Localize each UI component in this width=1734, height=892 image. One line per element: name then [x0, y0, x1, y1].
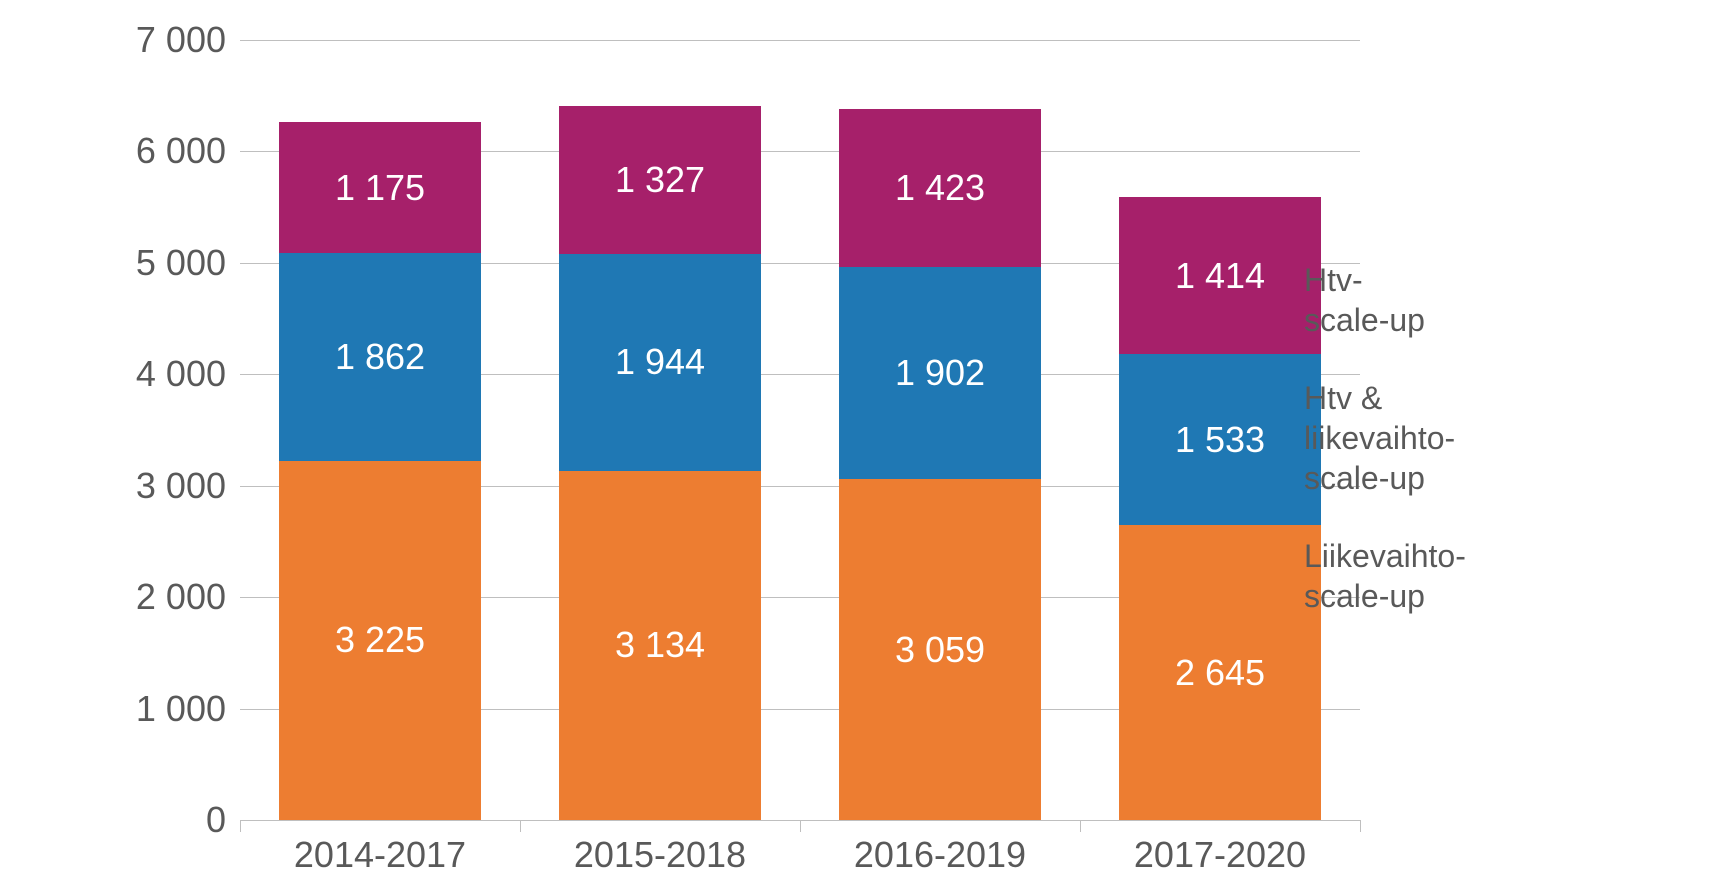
bar-seg-htv_liikevaihto: 1 862	[279, 253, 481, 460]
bar-value-label: 3 059	[895, 629, 985, 671]
bar-seg-liikevaihto: 3 225	[279, 461, 481, 820]
y-tick-label: 4 000	[136, 353, 240, 395]
x-tick-label: 2014-2017	[294, 820, 466, 876]
x-tick-mark	[1360, 820, 1361, 832]
bar-value-label: 1 414	[1175, 255, 1265, 297]
bar-value-label: 3 134	[615, 624, 705, 666]
bar-seg-htv_liikevaihto: 1 944	[559, 254, 761, 471]
bar-value-label: 1 862	[335, 336, 425, 378]
y-tick-label: 3 000	[136, 465, 240, 507]
legend-swatch	[1270, 384, 1292, 406]
gridline	[240, 40, 1360, 41]
x-tick-mark	[800, 820, 801, 832]
x-tick-label: 2016-2019	[854, 820, 1026, 876]
bar-seg-htv: 1 327	[559, 106, 761, 254]
x-tick-mark	[1080, 820, 1081, 832]
legend-item-htv: Htv- scale-up	[1270, 260, 1466, 340]
y-tick-label: 5 000	[136, 242, 240, 284]
bar-seg-liikevaihto: 3 134	[559, 471, 761, 820]
legend-swatch	[1270, 542, 1292, 564]
bar-seg-htv: 1 175	[279, 122, 481, 253]
bar-value-label: 3 225	[335, 619, 425, 661]
legend-label: Liikevaihto- scale-up	[1304, 536, 1466, 616]
y-tick-label: 1 000	[136, 688, 240, 730]
bar-value-label: 1 175	[335, 167, 425, 209]
y-tick-label: 0	[206, 799, 240, 841]
bar-value-label: 1 533	[1175, 419, 1265, 461]
stacked-bar-chart: 0 1 000 2 000 3 000 4 000 5 000 6 000 7 000 3 22…	[0, 0, 1734, 892]
x-tick-label: 2017-2020	[1134, 820, 1306, 876]
plot-area: 01 0002 0003 0004 0005 0006 0007 0003 22…	[240, 40, 1360, 820]
legend: Htv- scale-up Htv & liikevaihto- scale-up…	[1270, 260, 1466, 654]
y-tick-label: 7 000	[136, 19, 240, 61]
bar-value-label: 1 423	[895, 167, 985, 209]
bar-value-label: 1 327	[615, 159, 705, 201]
legend-item-htv_liikevaihto: Htv & liikevaihto- scale-up	[1270, 378, 1466, 498]
x-tick-label: 2015-2018	[574, 820, 746, 876]
bar-seg-htv: 1 423	[839, 109, 1041, 268]
bar-value-label: 1 944	[615, 341, 705, 383]
bar-seg-liikevaihto: 3 059	[839, 479, 1041, 820]
x-tick-mark	[240, 820, 241, 832]
bar-value-label: 2 645	[1175, 652, 1265, 694]
legend-swatch	[1270, 266, 1292, 288]
y-tick-label: 2 000	[136, 576, 240, 618]
bar-seg-htv_liikevaihto: 1 902	[839, 267, 1041, 479]
y-tick-label: 6 000	[136, 130, 240, 172]
x-tick-mark	[520, 820, 521, 832]
legend-item-liikevaihto: Liikevaihto- scale-up	[1270, 536, 1466, 616]
legend-label: Htv- scale-up	[1304, 260, 1425, 340]
legend-label: Htv & liikevaihto- scale-up	[1304, 378, 1455, 498]
bar-value-label: 1 902	[895, 352, 985, 394]
